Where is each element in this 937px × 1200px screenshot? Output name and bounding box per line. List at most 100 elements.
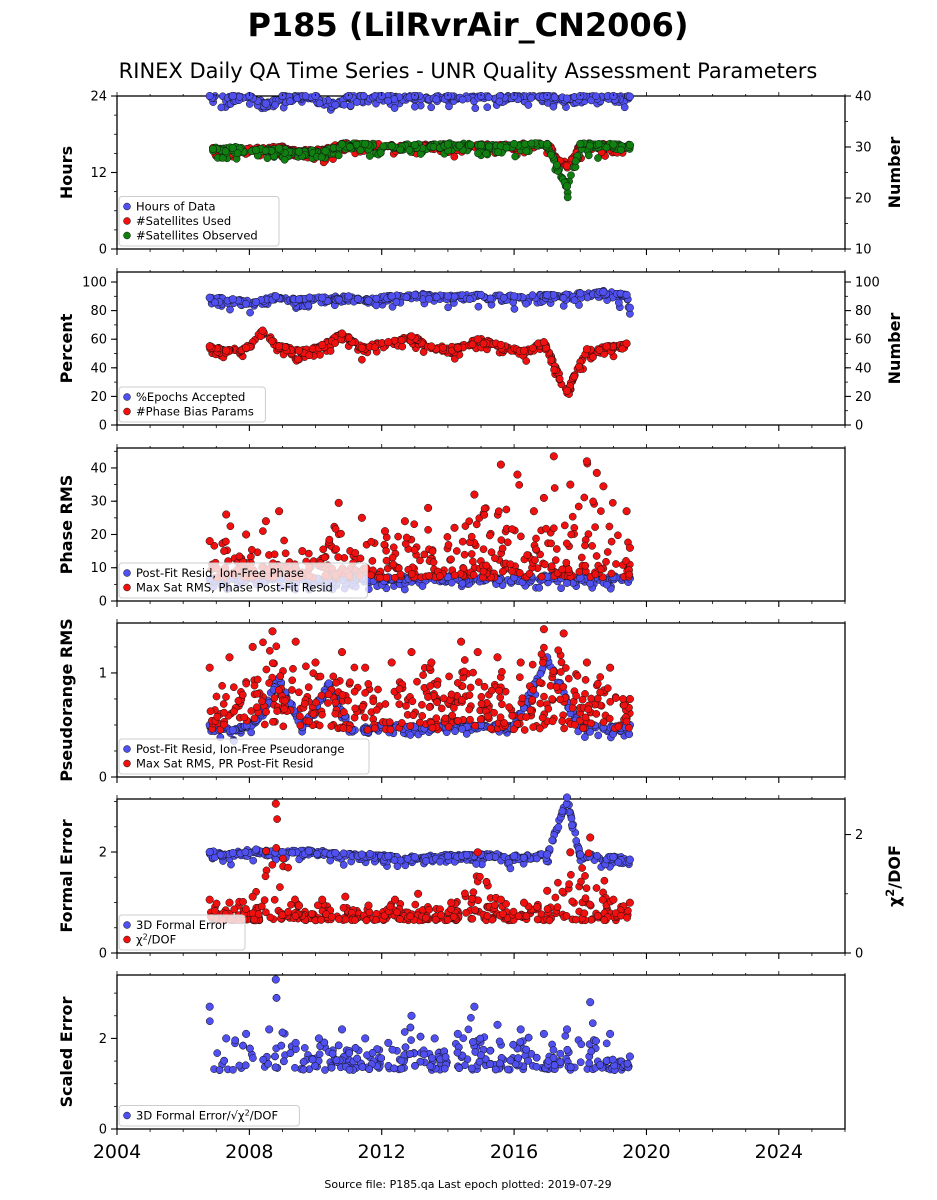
- data-point: [228, 848, 237, 858]
- scatter-point: [594, 140, 603, 148]
- data-point: [427, 658, 436, 667]
- scatter-point: [366, 849, 374, 858]
- series-3: [208, 139, 634, 202]
- y-tick-label: 0: [99, 595, 107, 610]
- data-point: [609, 140, 618, 149]
- scatter-point: [425, 295, 433, 303]
- scatter-point: [439, 343, 447, 352]
- data-point: [275, 507, 284, 516]
- scatter-point: [593, 679, 602, 688]
- data-point: [443, 292, 452, 301]
- data-point: [549, 452, 558, 461]
- scatter-point: [212, 692, 221, 701]
- scatter-point: [346, 101, 355, 110]
- scatter-point: [572, 837, 581, 845]
- scatter-point: [408, 697, 417, 706]
- scatter-point: [351, 549, 360, 557]
- y2-tick-label: 0: [855, 419, 863, 434]
- scatter-point: [563, 193, 572, 202]
- scatter-point: [465, 517, 474, 526]
- scatter-point: [568, 821, 576, 830]
- data-point: [361, 139, 370, 148]
- data-point: [261, 99, 270, 108]
- data-point: [625, 694, 634, 704]
- y2-tick-label: 80: [855, 304, 872, 319]
- data-point: [311, 658, 320, 667]
- scatter-point: [213, 712, 222, 721]
- scatter-point: [612, 560, 620, 568]
- scatter-point: [482, 149, 490, 158]
- scatter-point: [491, 554, 499, 563]
- scatter-point: [511, 152, 520, 161]
- scatter-point: [376, 573, 384, 582]
- scatter-point: [479, 545, 488, 554]
- scatter-point: [472, 860, 481, 868]
- data-point: [205, 91, 214, 101]
- scatter-point: [614, 531, 622, 540]
- scatter-point: [487, 686, 496, 695]
- data-point: [576, 139, 585, 148]
- scatter-point: [593, 851, 602, 860]
- scatter-point: [240, 713, 249, 722]
- data-point: [337, 329, 347, 338]
- scatter-point: [407, 570, 416, 578]
- scatter-point: [558, 717, 567, 726]
- scatter-point: [474, 302, 483, 311]
- scatter-point: [567, 530, 576, 539]
- data-point: [539, 493, 548, 502]
- scatter-point: [508, 567, 516, 576]
- scatter-point: [309, 710, 318, 718]
- scatter-point: [577, 553, 586, 562]
- scatter-point: [418, 582, 427, 590]
- scatter-point: [324, 699, 332, 707]
- scatter-point: [229, 683, 238, 692]
- scatter-point: [360, 713, 369, 722]
- scatter-point: [312, 698, 320, 707]
- data-point: [271, 292, 280, 301]
- data-point: [582, 658, 591, 667]
- scatter-point: [592, 552, 601, 560]
- scatter-point: [424, 693, 432, 701]
- data-point: [222, 510, 231, 519]
- scatter-point: [591, 570, 600, 579]
- scatter-point: [515, 481, 524, 489]
- y-tick-label: 20: [90, 528, 107, 543]
- scatter-point: [403, 854, 412, 863]
- data-point: [470, 490, 479, 499]
- panel-2: 020406080100020406080100NumberPercent%Ep…: [57, 268, 904, 434]
- scatter-point: [527, 139, 536, 148]
- scatter-point: [279, 722, 288, 731]
- data-point: [205, 663, 214, 672]
- scatter-point: [536, 699, 545, 708]
- scatter-point: [304, 301, 313, 310]
- scatter-point: [465, 705, 474, 714]
- scatter-point: [272, 844, 281, 852]
- scatter-point: [334, 553, 343, 561]
- scatter-point: [289, 664, 297, 673]
- scatter-point: [498, 667, 506, 676]
- scatter-point: [402, 293, 411, 302]
- scatter-point: [547, 562, 556, 571]
- scatter-point: [270, 550, 279, 559]
- scatter-point: [305, 293, 314, 302]
- data-point: [275, 342, 284, 351]
- scatter-point: [372, 706, 381, 714]
- legend-label: Hours of Data: [136, 200, 216, 214]
- scatter-point: [547, 150, 555, 159]
- data-point: [357, 343, 366, 352]
- scatter-point: [368, 557, 377, 565]
- y2-tick-label: 10: [855, 243, 872, 258]
- scatter-point: [524, 101, 533, 109]
- scatter-point: [614, 298, 623, 307]
- scatter-point: [219, 700, 228, 708]
- data-point: [622, 507, 631, 516]
- scatter-point: [581, 541, 589, 550]
- scatter-point: [402, 533, 411, 542]
- series-2: [205, 452, 634, 582]
- scatter-point: [350, 687, 359, 696]
- scatter-point: [385, 718, 394, 726]
- scatter-point: [466, 715, 474, 724]
- legend-label: Post-Fit Resid, Ion-Free Pseudorange: [136, 742, 344, 756]
- data-point: [321, 147, 330, 156]
- y2-tick-label: 30: [855, 141, 872, 156]
